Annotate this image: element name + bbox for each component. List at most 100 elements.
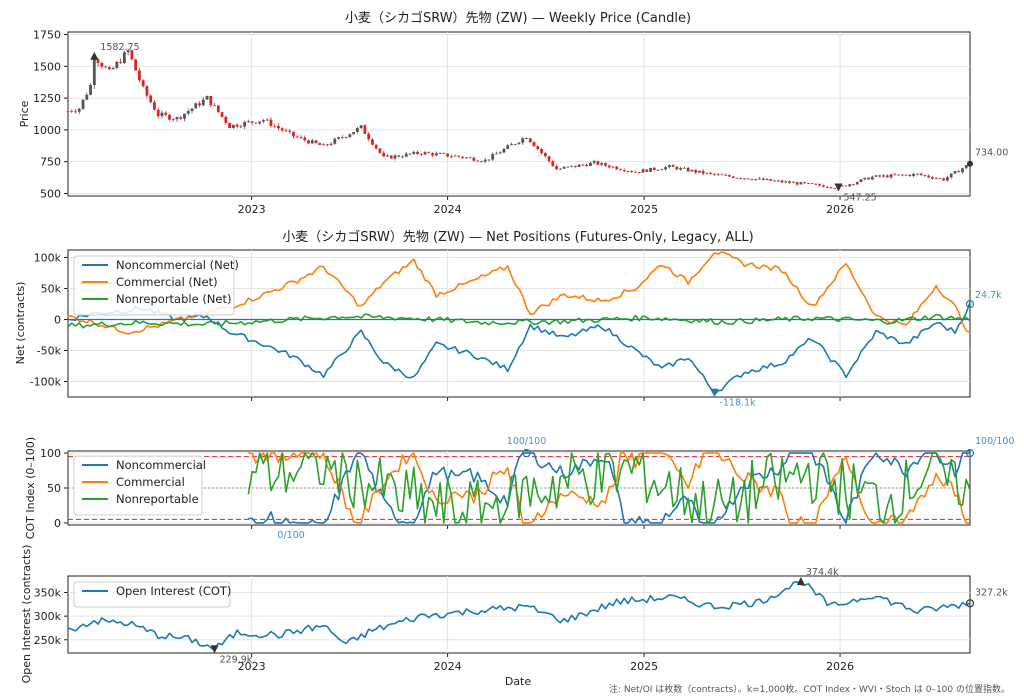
candle-body (964, 165, 968, 169)
candle-body (694, 169, 698, 173)
candle-body (333, 138, 337, 144)
y-tick-label: 50 (47, 482, 61, 495)
y-tick-label: 0 (54, 517, 61, 530)
candle-body (799, 182, 803, 185)
open-interest-panel: 250k 300k 350k 2023 2024 2025 2026 Open Inter… (20, 545, 1010, 695)
candle-body (235, 124, 239, 127)
last-marker (967, 160, 973, 167)
candle-body (213, 105, 216, 107)
candle-body (585, 164, 589, 167)
net-plot-frame (67, 249, 971, 398)
oi-x-ticks: 2023 2024 2025 2026 (238, 653, 854, 673)
candle-body (378, 148, 382, 153)
candle-body (765, 179, 769, 180)
candle-body (667, 165, 671, 168)
candle-body (931, 177, 934, 179)
candle-body (175, 117, 179, 120)
candle-body (570, 165, 574, 167)
x-tick-label: 2023 (238, 203, 266, 216)
candle-body (773, 180, 776, 182)
candle-body (179, 117, 183, 119)
candle-body (295, 136, 299, 138)
candle-body (277, 125, 280, 129)
candle-body (262, 120, 265, 122)
candle-body (111, 68, 115, 70)
candle-body (464, 157, 468, 159)
footnote: 注: Net/OI は枚数（contracts）。k=1,000枚。COT In… (609, 683, 1010, 695)
low-marker (210, 645, 219, 654)
candle-body (149, 95, 153, 103)
oi-series-lines (67, 581, 971, 652)
candle-body (107, 67, 111, 70)
candle-body (690, 169, 694, 172)
legend-label: Noncommercial (116, 458, 206, 472)
high-marker (90, 51, 99, 60)
candle-body (160, 112, 164, 116)
x-tick-label: 2024 (434, 203, 462, 216)
candle-body (483, 159, 487, 162)
max-label: 100/100 (507, 436, 546, 447)
last-label: 24.7k (975, 290, 1002, 301)
candle-body (205, 96, 209, 100)
cot-series-lines (247, 452, 971, 524)
candle-body (810, 183, 814, 184)
y-tick-label: 500 (40, 187, 61, 200)
candle-body (637, 172, 641, 173)
candle-body (427, 152, 431, 154)
candle-body (622, 170, 626, 172)
price-chart-title: 小麦（シカゴSRW）先物 (ZW) — Weekly Price (Candle… (345, 10, 691, 26)
candle-body (671, 165, 675, 167)
y-tick-label: 50k (41, 282, 62, 295)
x-tick-label: 2023 (238, 660, 266, 673)
candle-body (412, 151, 416, 154)
candle-body (231, 124, 235, 128)
candle-body (900, 174, 904, 176)
candle-body (870, 176, 874, 180)
high-label: 374.4k (806, 567, 839, 578)
candle-body (750, 179, 754, 181)
x-tick-label: 2025 (630, 660, 658, 673)
candle-body (607, 165, 611, 168)
oi-plot-frame (67, 575, 971, 654)
candle-body (934, 178, 938, 180)
cot-y-axis-label: COT Index (0–100) (24, 437, 37, 539)
candle-body (74, 111, 77, 113)
candle-body (949, 173, 953, 178)
candle-body (340, 137, 344, 139)
candle-body (325, 144, 329, 146)
candle-body (852, 184, 855, 186)
candle-body (145, 86, 149, 96)
candle-body (878, 175, 882, 177)
candle-body (495, 153, 498, 155)
candle-body (310, 140, 314, 144)
candle-body (791, 182, 795, 184)
candle-body (130, 50, 134, 60)
candle-body (224, 116, 228, 123)
candle-body (329, 143, 333, 146)
candle-body (540, 149, 543, 153)
candle-body (626, 171, 630, 172)
candle-body (446, 153, 449, 157)
series-line-noncommercial-net- (67, 302, 971, 396)
candle-body (442, 153, 446, 154)
candle-body (434, 153, 438, 156)
candle-body (889, 174, 893, 178)
candle-body (754, 179, 758, 181)
candle-body (942, 178, 946, 181)
candle-body (630, 171, 634, 172)
candle-body (216, 105, 220, 113)
net-y-axis-label: Net (contracts) (14, 282, 27, 365)
candle-body (724, 174, 728, 176)
candle-body (284, 130, 288, 132)
oi-y-ticks: 250k 300k 350k (34, 587, 68, 647)
price-y-ticks: 500 750 1000 1250 1500 1750 (33, 29, 68, 200)
legend-label: Open Interest (COT) (116, 584, 231, 598)
candle-body (923, 175, 927, 176)
y-tick-label: 1750 (33, 29, 61, 42)
candle-body (397, 155, 401, 157)
candle-body (652, 167, 656, 170)
candle-body (303, 137, 307, 141)
last-marker (965, 300, 975, 309)
candle-body (348, 134, 352, 138)
legend-label: Commercial (116, 475, 185, 489)
